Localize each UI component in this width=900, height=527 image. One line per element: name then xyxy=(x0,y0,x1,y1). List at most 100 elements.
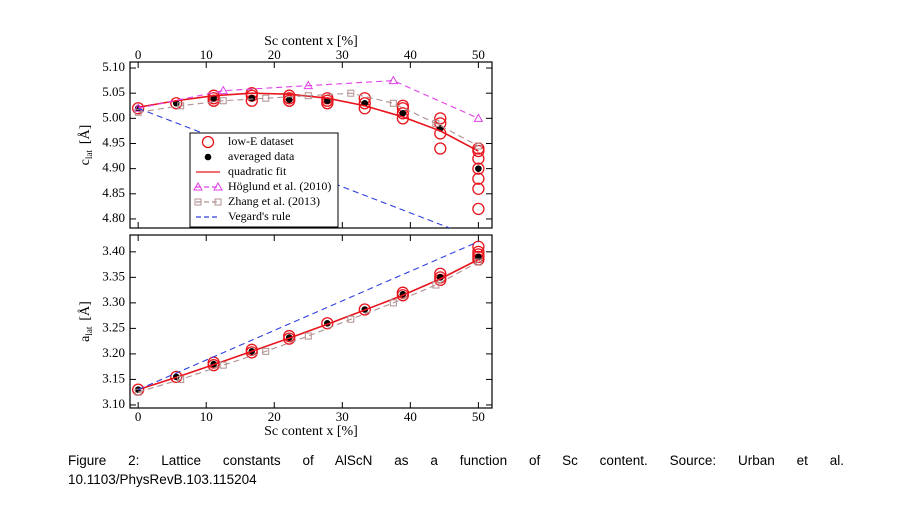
y-tick-label: 3.15 xyxy=(102,370,125,385)
plot-area xyxy=(132,240,485,396)
point xyxy=(472,152,485,165)
x-tick-label: 10 xyxy=(200,47,213,62)
point xyxy=(133,103,144,112)
point xyxy=(472,162,485,175)
point xyxy=(132,102,145,115)
x-tick-label: 30 xyxy=(336,409,349,424)
x-tick-label: 10 xyxy=(200,409,213,424)
point xyxy=(434,112,447,125)
point xyxy=(472,202,485,216)
line xyxy=(138,80,479,119)
y-axis-subscript: lat xyxy=(84,150,94,159)
legend-marker xyxy=(193,181,223,191)
x-tick-label: 40 xyxy=(404,47,417,62)
figure: 4.80 4.85 4.90 4.95 5.00 5.05 5.10 0 10 20 30 40 50 S… xyxy=(77,34,493,439)
point xyxy=(358,303,371,316)
y-axis-label: clat [Å] xyxy=(77,125,94,166)
x-axis-label: Sc content x [%] xyxy=(264,424,358,439)
point xyxy=(389,299,397,307)
y-tick-label: 3.20 xyxy=(102,345,125,360)
point xyxy=(285,96,293,104)
point xyxy=(432,281,440,289)
y-axis-symbol: a xyxy=(78,335,93,342)
x-tick-label: 20 xyxy=(268,47,281,62)
point xyxy=(472,240,485,253)
legend-symbol xyxy=(193,181,203,191)
y-axis-unit: [Å] xyxy=(77,301,93,320)
y-tick-label: 4.90 xyxy=(102,160,125,175)
x-tick-label: 50 xyxy=(472,409,485,424)
y-axis-symbol: c xyxy=(78,159,93,165)
point xyxy=(474,258,482,266)
legend-box xyxy=(189,132,339,228)
point xyxy=(262,347,270,355)
point xyxy=(472,182,485,195)
caption: 10.1103/PhysRevB.103.115204 xyxy=(68,472,257,487)
x-tick-label: 0 xyxy=(135,409,142,424)
line xyxy=(137,241,479,391)
legend-marker xyxy=(194,198,222,206)
point xyxy=(219,97,227,105)
legend-label: Höglund et al. (2010) xyxy=(228,179,331,193)
y-tick-label: 3.30 xyxy=(102,294,125,309)
legend-marker xyxy=(204,153,212,161)
y-tick-label: 3.35 xyxy=(102,268,125,283)
x-tick-label: 50 xyxy=(472,47,485,62)
point xyxy=(347,89,355,97)
legend-symbol xyxy=(201,135,215,149)
y-tick-label: 4.80 xyxy=(102,210,125,225)
legend-symbol xyxy=(194,198,202,206)
legend-symbol xyxy=(214,198,222,206)
point xyxy=(475,165,482,172)
y-tick-label: 5.10 xyxy=(102,59,125,74)
point xyxy=(218,85,229,95)
legend-label: low-E dataset xyxy=(228,134,294,148)
x-tick-label: 40 xyxy=(404,409,417,424)
legend-marker xyxy=(201,135,215,149)
point xyxy=(303,80,314,90)
y-axis-unit: [Å] xyxy=(77,125,93,144)
x-tick-label: 20 xyxy=(268,409,281,424)
point xyxy=(472,172,485,185)
plot-frame xyxy=(129,61,493,229)
y-axis-label: alat [Å] xyxy=(77,301,94,342)
legend-label: quadratic fit xyxy=(228,164,287,178)
point xyxy=(321,317,334,330)
point xyxy=(177,375,185,383)
point xyxy=(434,142,447,155)
point xyxy=(389,99,397,107)
x-tick-label: 30 xyxy=(336,47,349,62)
y-tick-label: 4.85 xyxy=(102,185,125,200)
point xyxy=(474,142,482,150)
legend-label: Vegard's rule xyxy=(228,209,290,223)
point xyxy=(134,108,142,116)
legend-label: averaged data xyxy=(228,149,295,163)
point xyxy=(262,94,270,102)
x-tick-label: 0 xyxy=(135,47,142,62)
y-tick-label: 5.00 xyxy=(102,109,125,124)
y-tick-label: 3.10 xyxy=(102,396,125,411)
point xyxy=(432,119,440,127)
legend-label: Zhang et al. (2013) xyxy=(228,194,320,208)
point xyxy=(396,107,410,120)
point xyxy=(399,110,407,117)
legend-symbol xyxy=(204,153,212,161)
line xyxy=(137,258,479,391)
x-axis-label: Sc content x [%] xyxy=(264,34,358,49)
plot-frame xyxy=(129,234,493,409)
y-tick-label: 5.05 xyxy=(102,84,125,99)
point xyxy=(347,315,355,323)
y-tick-label: 4.95 xyxy=(102,134,125,149)
point xyxy=(388,75,399,85)
line xyxy=(138,92,479,147)
y-tick-label: 3.40 xyxy=(102,243,125,258)
point xyxy=(304,332,312,340)
point xyxy=(304,92,312,100)
point xyxy=(473,113,484,122)
point xyxy=(177,102,185,110)
legend-symbol xyxy=(213,181,223,191)
y-axis-subscript: lat xyxy=(84,326,94,335)
point xyxy=(219,361,227,369)
y-tick-label: 3.25 xyxy=(102,319,125,334)
